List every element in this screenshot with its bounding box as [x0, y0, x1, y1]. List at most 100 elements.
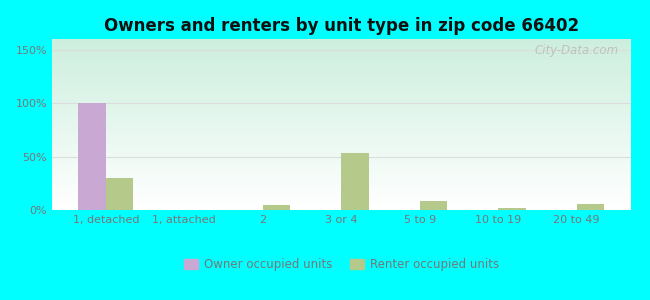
Bar	[52, 129, 630, 130]
Bar	[52, 150, 630, 151]
Bar	[52, 158, 630, 159]
Title: Owners and renters by unit type in zip code 66402: Owners and renters by unit type in zip c…	[104, 17, 578, 35]
Bar	[52, 162, 630, 163]
Bar	[52, 48, 630, 49]
Bar	[52, 192, 630, 193]
Bar	[52, 101, 630, 102]
Bar	[52, 132, 630, 133]
Bar	[52, 66, 630, 67]
Bar	[52, 161, 630, 162]
Bar	[78, 103, 106, 210]
Bar	[52, 89, 630, 90]
Bar	[52, 147, 630, 148]
Bar	[52, 153, 630, 154]
Legend: Owner occupied units, Renter occupied units: Owner occupied units, Renter occupied un…	[179, 254, 504, 276]
Bar	[52, 97, 630, 98]
Bar	[52, 60, 630, 61]
Bar	[52, 96, 630, 97]
Bar	[52, 43, 630, 44]
Bar	[52, 117, 630, 118]
Bar	[52, 137, 630, 138]
Bar	[52, 107, 630, 108]
Bar	[52, 133, 630, 134]
Bar	[52, 55, 630, 56]
Bar	[52, 181, 630, 182]
Bar	[52, 40, 630, 41]
Bar	[52, 67, 630, 68]
Bar	[52, 118, 630, 119]
Bar	[52, 76, 630, 77]
Bar	[52, 100, 630, 101]
Bar	[52, 194, 630, 195]
Bar	[52, 98, 630, 99]
Bar	[52, 83, 630, 84]
Bar	[52, 110, 630, 111]
Bar	[52, 52, 630, 53]
Bar	[52, 154, 630, 155]
Bar	[52, 42, 630, 43]
Bar	[52, 124, 630, 125]
Bar	[52, 88, 630, 89]
Bar	[52, 179, 630, 180]
Bar	[52, 139, 630, 140]
Bar	[52, 142, 630, 143]
Bar	[52, 183, 630, 184]
Bar	[52, 177, 630, 178]
Bar	[52, 51, 630, 52]
Bar	[52, 178, 630, 179]
Bar	[52, 148, 630, 149]
Bar	[52, 45, 630, 46]
Bar	[52, 115, 630, 116]
Bar	[52, 109, 630, 110]
Bar	[52, 70, 630, 71]
Bar	[52, 207, 630, 208]
Bar	[52, 112, 630, 113]
Bar	[52, 141, 630, 142]
Bar	[52, 185, 630, 186]
Bar	[52, 53, 630, 54]
Bar	[52, 156, 630, 157]
Bar	[52, 95, 630, 96]
Bar	[52, 85, 630, 86]
Bar	[52, 135, 630, 136]
Bar	[52, 171, 630, 172]
Bar	[52, 57, 630, 58]
Bar	[52, 106, 630, 107]
Bar	[52, 187, 630, 188]
Bar	[52, 155, 630, 156]
Bar	[52, 184, 630, 185]
Bar	[52, 172, 630, 173]
Bar	[52, 103, 630, 104]
Bar	[52, 122, 630, 123]
Bar	[52, 82, 630, 83]
Bar	[52, 174, 630, 175]
Bar	[52, 160, 630, 161]
Bar	[341, 153, 369, 210]
Bar	[52, 168, 630, 169]
Bar	[52, 206, 630, 207]
Bar	[52, 205, 630, 206]
Bar	[52, 199, 630, 200]
Bar	[52, 73, 630, 74]
Bar	[52, 163, 630, 164]
Bar	[52, 180, 630, 181]
Bar	[52, 92, 630, 93]
Bar	[52, 176, 630, 177]
Bar	[52, 193, 630, 194]
Bar	[52, 204, 630, 205]
Bar	[52, 94, 630, 95]
Bar	[52, 201, 630, 202]
Bar	[52, 102, 630, 103]
Bar	[52, 131, 630, 132]
Bar	[52, 113, 630, 114]
Bar	[52, 68, 630, 69]
Bar	[52, 167, 630, 168]
Bar	[52, 87, 630, 88]
Bar	[52, 157, 630, 158]
Bar	[52, 165, 630, 166]
Bar	[52, 77, 630, 78]
Bar	[52, 189, 630, 190]
Bar	[52, 138, 630, 139]
Bar	[52, 173, 630, 174]
Bar	[52, 200, 630, 201]
